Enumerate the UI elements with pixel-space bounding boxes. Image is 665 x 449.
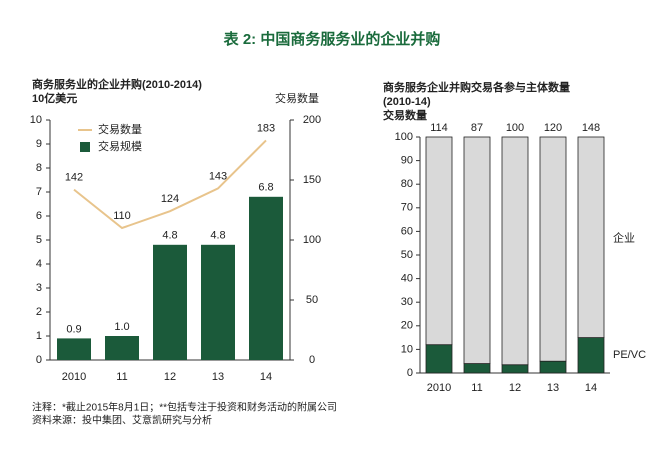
data-label: 0.9 xyxy=(66,323,81,335)
y-tick-label: 20 xyxy=(401,320,413,332)
bar-segment xyxy=(501,136,529,366)
legend-label: 交易规模 xyxy=(98,139,142,153)
bar xyxy=(57,338,91,360)
x-tick-label: 12 xyxy=(164,371,176,383)
y-tick-label: 5 xyxy=(36,234,42,246)
y-tick-label: 0 xyxy=(407,367,413,379)
bar-segment xyxy=(577,136,605,339)
legend-swatch xyxy=(80,142,90,152)
page-title: 表 2: 中国商务服务业的企业并购 xyxy=(224,30,441,48)
x-tick-label: 11 xyxy=(471,382,482,394)
bar-total: 148 xyxy=(582,122,600,134)
data-label: 4.8 xyxy=(162,230,177,242)
x-tick-label: 2010 xyxy=(427,382,451,394)
y-tick-label: 7 xyxy=(36,186,42,198)
y-tick-label: 50 xyxy=(401,249,413,261)
x-tick-label: 13 xyxy=(547,382,559,394)
y-tick-label: 80 xyxy=(401,178,413,190)
y-tick-label: 60 xyxy=(401,225,413,237)
x-tick-label: 2010 xyxy=(62,371,86,383)
y-tick-label: 3 xyxy=(36,282,42,294)
legend-label: 交易数量 xyxy=(98,122,142,136)
bar xyxy=(249,196,283,360)
bar xyxy=(201,244,235,360)
data-label: 124 xyxy=(161,193,179,205)
y2-tick-label: 0 xyxy=(309,354,315,366)
chart-title: 商务服务业的企业并购(2010-2014) xyxy=(32,77,202,91)
footnote: 注释：*截止2015年8月1日；**包括专注于投资和财务活动的附属公司 xyxy=(32,401,337,414)
y-tick-label: 90 xyxy=(401,155,413,167)
bar xyxy=(153,244,187,360)
y-tick-label: 2 xyxy=(36,306,42,318)
y-axis-label: 交易数量 xyxy=(383,108,427,122)
y-tick-label: 70 xyxy=(401,202,413,214)
y-axis-label: 10亿美元 xyxy=(32,91,77,105)
bar-total: 120 xyxy=(544,122,562,134)
x-tick-label: 11 xyxy=(116,371,127,383)
bar-segment xyxy=(463,136,491,364)
data-label: 4.8 xyxy=(210,230,225,242)
y-tick-label: 4 xyxy=(36,258,42,270)
bar-total: 87 xyxy=(471,122,483,134)
data-label: 142 xyxy=(65,172,83,184)
data-label: 183 xyxy=(257,122,275,134)
y-tick-label: 10 xyxy=(30,114,42,126)
data-label: 1.0 xyxy=(114,321,129,333)
y-tick-label: 100 xyxy=(395,131,413,143)
chart-title: 商务服务企业并购交易各参与主体数量 xyxy=(383,80,570,94)
y-tick-label: 30 xyxy=(401,296,413,308)
x-tick-label: 13 xyxy=(212,371,224,383)
x-tick-label: 14 xyxy=(585,382,597,394)
bar-segment xyxy=(425,344,453,374)
y2-tick-label: 150 xyxy=(303,174,321,186)
bar-total: 100 xyxy=(506,122,524,134)
y-tick-label: 6 xyxy=(36,210,42,222)
chart-subtitle: (2010-14) xyxy=(383,96,431,108)
bar-segment xyxy=(501,364,529,374)
source: 资料来源：投中集团、艾意凯研究与分析 xyxy=(32,414,212,427)
y-tick-label: 1 xyxy=(36,330,42,342)
y-tick-label: 0 xyxy=(36,354,42,366)
y2-tick-label: 100 xyxy=(303,234,321,246)
y-tick-label: 8 xyxy=(36,162,42,174)
x-tick-label: 12 xyxy=(509,382,521,394)
line-series xyxy=(73,139,267,230)
x-tick-label: 14 xyxy=(260,371,272,383)
data-label: 110 xyxy=(113,210,131,222)
data-label: 143 xyxy=(209,170,227,182)
y-tick-label: 10 xyxy=(401,343,413,355)
y2-axis-label: 交易数量 xyxy=(275,91,319,105)
bar-total: 114 xyxy=(430,122,448,134)
y2-tick-label: 50 xyxy=(306,294,318,306)
data-label: 6.8 xyxy=(258,182,273,194)
bar-segment xyxy=(463,363,491,374)
bar-segment xyxy=(539,136,567,362)
y-tick-label: 9 xyxy=(36,138,42,150)
bar-segment xyxy=(577,337,605,374)
bar-segment xyxy=(425,136,453,346)
series-label: 企业 xyxy=(613,230,635,244)
series-label: PE/VC xyxy=(613,349,646,361)
y2-tick-label: 200 xyxy=(303,114,321,126)
bar xyxy=(105,336,139,360)
bar-segment xyxy=(539,360,567,374)
y-tick-label: 40 xyxy=(401,273,413,285)
